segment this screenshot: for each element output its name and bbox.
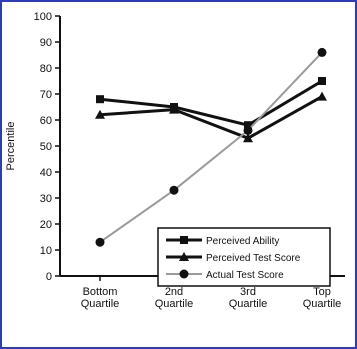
legend-swatch-marker — [180, 236, 188, 244]
x-tick-label: Quartile — [303, 298, 342, 310]
y-axis-label: Percentile — [5, 122, 17, 171]
chart-series — [95, 47, 327, 247]
x-axis-ticks: BottomQuartile2ndQuartile3rdQuartileTopQ… — [81, 276, 342, 310]
series-line — [99, 79, 323, 127]
y-tick-label: 30 — [40, 193, 52, 205]
data-point — [317, 91, 327, 101]
x-tick-label: Top — [313, 286, 331, 298]
data-point — [318, 77, 326, 85]
legend-swatch-marker — [179, 252, 189, 261]
y-tick-label: 10 — [40, 245, 52, 257]
series-1 — [95, 91, 327, 143]
y-tick-label: 90 — [40, 37, 52, 49]
data-point — [169, 104, 179, 114]
series-line — [99, 51, 323, 244]
y-tick-label: 40 — [40, 167, 52, 179]
y-tick-label: 80 — [40, 63, 52, 75]
chart-legend: Perceived Ability Perceived Test Score Act… — [157, 227, 331, 287]
legend-entry: Actual Test Score — [206, 270, 284, 281]
data-point — [243, 133, 253, 143]
y-axis-ticks: 0 10 20 30 40 50 60 70 80 90 100 — [34, 11, 60, 283]
series-2 — [95, 47, 327, 247]
legend-entry: Perceived Test Score — [206, 253, 301, 264]
x-tick-label: Quartile — [229, 298, 268, 310]
y-tick-label: 60 — [40, 115, 52, 127]
x-tick-label: 3rd — [240, 286, 256, 298]
x-tick-label: Quartile — [155, 298, 194, 310]
x-tick-label: 2nd — [165, 286, 183, 298]
y-tick-label: 70 — [40, 89, 52, 101]
data-point — [243, 125, 253, 135]
legend-swatch-marker — [179, 269, 189, 279]
data-point — [95, 237, 105, 247]
x-tick-label: Bottom — [83, 286, 118, 298]
legend-entry: Perceived Ability — [206, 236, 279, 247]
series-line — [99, 95, 323, 140]
y-tick-label: 20 — [40, 219, 52, 231]
x-tick-label: Quartile — [81, 298, 120, 310]
y-tick-label: 50 — [40, 141, 52, 153]
data-point — [169, 185, 179, 195]
y-tick-label: 0 — [46, 271, 52, 283]
data-point — [317, 47, 327, 57]
y-tick-label: 100 — [34, 11, 52, 23]
data-point — [96, 95, 104, 104]
data-point — [244, 121, 252, 130]
data-point — [95, 109, 105, 119]
